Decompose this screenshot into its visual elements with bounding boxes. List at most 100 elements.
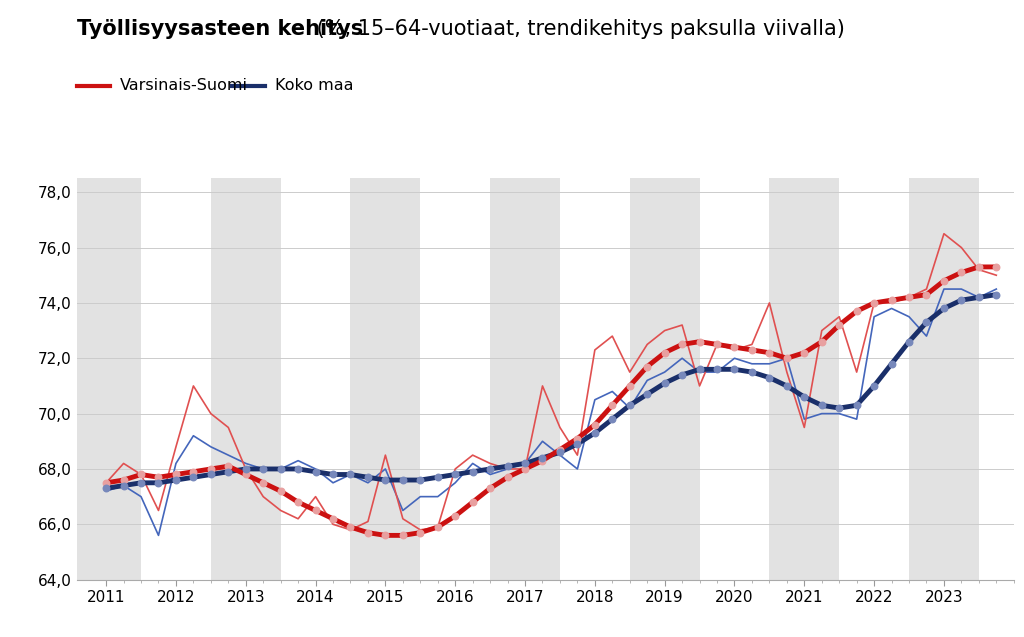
Point (796, 392, 812, 402)
Point (884, 295, 900, 305)
Point (814, 400, 830, 410)
Point (151, 472, 167, 482)
Point (919, 289, 935, 299)
Point (447, 511, 464, 521)
Point (796, 348, 812, 358)
Point (866, 381, 883, 391)
Point (569, 433, 586, 443)
Point (691, 364, 708, 375)
Point (778, 381, 795, 391)
Point (743, 345, 760, 355)
Point (482, 464, 499, 474)
Bar (72, 178, 141, 580)
Point (622, 400, 638, 410)
Point (569, 439, 586, 449)
Point (185, 472, 202, 482)
Point (674, 340, 690, 350)
Point (255, 464, 271, 474)
Point (272, 486, 289, 496)
Point (168, 475, 184, 485)
Point (430, 522, 446, 532)
Text: Varsinais-Suomi: Varsinais-Suomi (120, 78, 248, 94)
Point (116, 480, 132, 490)
Point (133, 469, 150, 480)
Point (290, 497, 306, 507)
Point (604, 400, 621, 410)
Bar (490, 178, 560, 580)
Point (203, 464, 219, 474)
Point (622, 381, 638, 391)
Point (394, 530, 411, 540)
Point (359, 527, 376, 538)
Point (98, 483, 115, 494)
Point (500, 472, 516, 482)
Point (604, 414, 621, 424)
Point (709, 340, 725, 350)
Point (535, 455, 551, 466)
Point (849, 400, 865, 410)
Point (342, 522, 358, 532)
Point (220, 461, 237, 471)
Point (639, 361, 655, 371)
Point (482, 483, 499, 494)
Point (98, 478, 115, 488)
Point (674, 369, 690, 380)
Bar (909, 178, 979, 580)
Point (936, 303, 952, 313)
Point (971, 292, 987, 303)
Text: Koko maa: Koko maa (275, 78, 354, 94)
Point (151, 478, 167, 488)
Point (726, 364, 742, 375)
Point (500, 461, 516, 471)
Text: Työllisyysasteen kehitys: Työllisyysasteen kehitys (77, 19, 364, 39)
Point (901, 292, 918, 303)
Point (359, 472, 376, 482)
Point (290, 464, 306, 474)
Point (377, 530, 393, 540)
Point (743, 367, 760, 377)
Point (587, 420, 603, 430)
Point (342, 469, 358, 480)
Point (901, 336, 918, 347)
Point (307, 505, 324, 515)
Point (778, 353, 795, 363)
Point (220, 467, 237, 477)
Point (185, 467, 202, 477)
Point (430, 472, 446, 482)
Point (517, 464, 534, 474)
Point (761, 373, 777, 383)
Point (552, 445, 568, 455)
Point (639, 389, 655, 399)
Point (116, 475, 132, 485)
Point (953, 295, 970, 305)
Point (831, 320, 848, 330)
Point (394, 475, 411, 485)
Bar (769, 178, 840, 580)
Point (535, 453, 551, 463)
Point (988, 289, 1005, 299)
Point (377, 475, 393, 485)
Point (988, 262, 1005, 272)
Point (884, 359, 900, 369)
Point (325, 513, 341, 524)
Point (272, 464, 289, 474)
Point (203, 469, 219, 480)
Point (831, 403, 848, 413)
Point (238, 469, 254, 480)
Point (587, 428, 603, 438)
Point (133, 478, 150, 488)
Bar (350, 178, 420, 580)
Point (709, 364, 725, 375)
Point (953, 268, 970, 278)
Point (656, 348, 673, 358)
Point (325, 469, 341, 480)
Point (691, 336, 708, 347)
Point (168, 469, 184, 480)
Point (447, 469, 464, 480)
Point (238, 464, 254, 474)
Point (255, 478, 271, 488)
Point (866, 298, 883, 308)
Point (465, 467, 481, 477)
Point (726, 342, 742, 352)
Text: (%, 15–64-vuotiaat, trendikehitys paksulla viivalla): (%, 15–64-vuotiaat, trendikehitys paksul… (310, 19, 845, 39)
